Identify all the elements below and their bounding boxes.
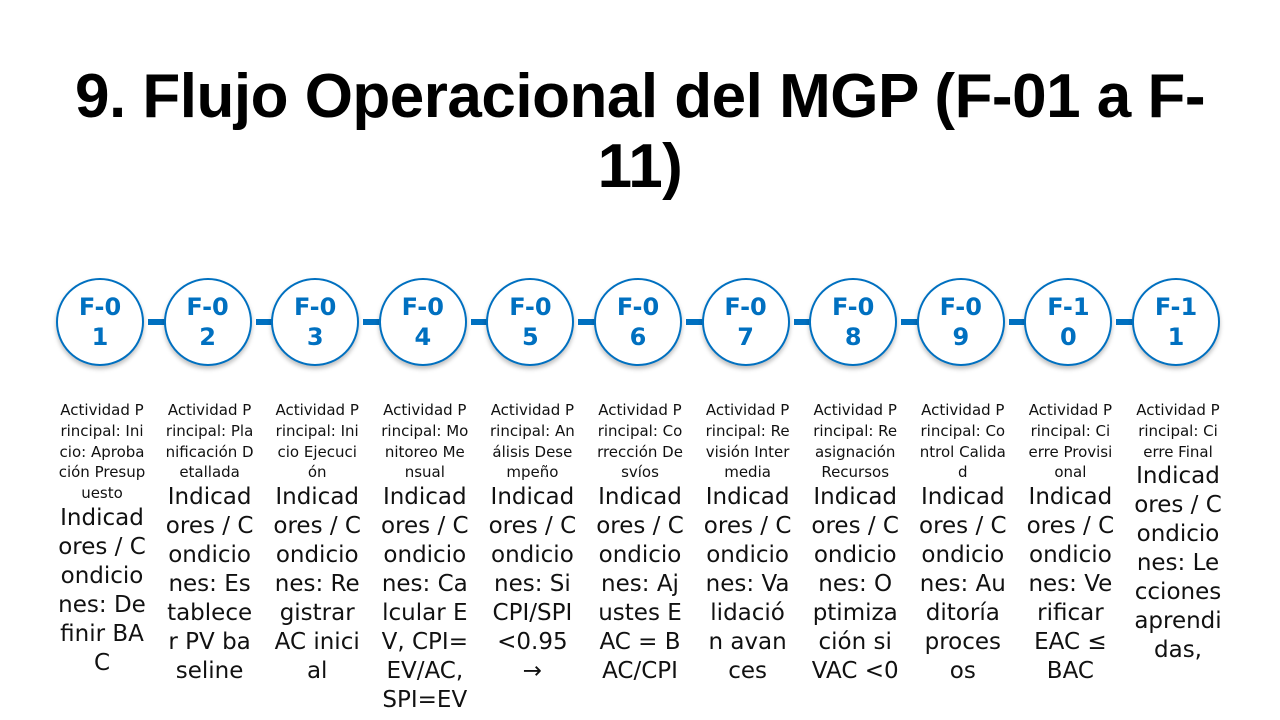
- step-circle: F-09: [916, 278, 1005, 366]
- flow-step-f-06: F-06: [594, 278, 684, 366]
- step-activity: Actividad Principal: Monitoreo Mensual: [381, 401, 469, 482]
- step-description: Actividad Principal: Control Calidad Indi…: [919, 400, 1007, 686]
- step-circle: F-03: [271, 278, 360, 366]
- step-description: Actividad Principal: Revisión Intermedia…: [704, 400, 792, 686]
- step-indicators: Indicadores / Condiciones: Optimización …: [811, 484, 899, 685]
- step-activity: Actividad Principal: Control Calidad: [919, 401, 1006, 482]
- flow-step-f-07: F-07: [701, 278, 792, 366]
- step-indicators: Indicadores / Condiciones: Ajustes EAC =…: [596, 484, 684, 685]
- step-description: Actividad Principal: Reasignación Recurs…: [811, 400, 899, 686]
- step-indicators: Indicadores / Condiciones: Verificar EAC…: [1026, 484, 1115, 685]
- step-activity: Actividad Principal: Reasignación Recurs…: [813, 401, 898, 482]
- step-description: Actividad Principal: Corrección Desvíos I…: [596, 400, 684, 686]
- step-indicators: Indicadores / Condiciones: Validación av…: [703, 484, 792, 685]
- step-circle: F-08: [809, 278, 898, 366]
- step-description: Actividad Principal: Inicio: Aprobación …: [58, 400, 146, 678]
- step-indicators: Indicadores / Condiciones: Definir BAC: [58, 504, 146, 676]
- step-description: Actividad Principal: Cierre Provisional I…: [1026, 400, 1115, 686]
- step-circle: F-07: [701, 278, 790, 366]
- flow-step-f-04: F-04: [378, 278, 469, 366]
- step-circle: F-02: [163, 278, 252, 366]
- step-activity: Actividad Principal: Inicio: Aprobación …: [58, 401, 146, 503]
- slide-title: 9. Flujo Operacional del MGP (F-01 a F-1…: [74, 62, 1206, 201]
- step-circle: F-01: [56, 278, 144, 366]
- step-indicators: Indicadores / Condiciones: Lecciones apr…: [1134, 463, 1222, 664]
- step-activity: Actividad Principal: Inicio Ejecución: [275, 401, 359, 482]
- flow-step-f-09: F-09: [916, 278, 1007, 366]
- step-circle: F-06: [594, 278, 682, 366]
- step-activity: Actividad Principal: Análisis Desempeño: [490, 401, 575, 482]
- step-circle: F-11: [1132, 278, 1220, 366]
- step-indicators: Indicadores / Condiciones: Registrar AC …: [273, 484, 361, 685]
- flow-step-f-08: F-08: [809, 278, 899, 366]
- step-description: Actividad Principal: Inicio Ejecución Ind…: [273, 400, 361, 686]
- step-indicators: Indicadores / Condiciones: Calcular EV, …: [381, 484, 469, 714]
- step-indicators: Indicadores / Condiciones: Auditoría pro…: [919, 484, 1007, 685]
- step-activity: Actividad Principal: Planificación Detal…: [165, 401, 254, 482]
- flow-step-f-10: F-10: [1024, 278, 1114, 366]
- step-circle: F-10: [1024, 278, 1113, 366]
- step-description: Actividad Principal: Monitoreo Mensual In…: [381, 400, 469, 715]
- step-activity: Actividad Principal: Revisión Intermedia: [705, 401, 790, 482]
- step-description: Actividad Principal: Cierre Final Indicad…: [1134, 400, 1222, 665]
- flow-step-f-11: F-11: [1132, 278, 1222, 366]
- step-description: Actividad Principal: Análisis Desempeño I…: [488, 400, 577, 686]
- step-description: Actividad Principal: Planificación Detal…: [166, 400, 254, 686]
- flow-step-f-05: F-05: [486, 278, 576, 366]
- step-circle: F-04: [378, 278, 467, 366]
- flow-step-f-01: F-01: [56, 278, 146, 366]
- flow-step-f-03: F-03: [271, 278, 361, 366]
- flow-step-f-02: F-02: [163, 278, 254, 366]
- step-indicators: Indicadores / Condiciones: Si CPI/SPI <0…: [488, 484, 577, 685]
- step-activity: Actividad Principal: Cierre Provisional: [1028, 401, 1113, 482]
- step-indicators: Indicadores / Condiciones: Establecer PV…: [165, 484, 254, 685]
- step-circle: F-05: [486, 278, 575, 366]
- step-activity: Actividad Principal: Corrección Desvíos: [597, 401, 683, 482]
- step-activity: Actividad Principal: Cierre Final: [1136, 401, 1220, 461]
